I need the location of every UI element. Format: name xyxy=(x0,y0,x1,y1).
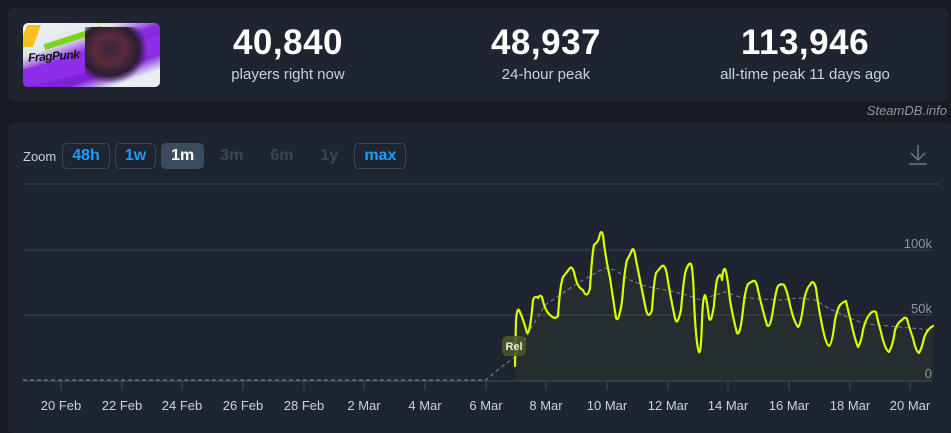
stat-value: 113,946 xyxy=(740,23,870,62)
x-tick-label: 6 Mar xyxy=(469,398,503,413)
release-marker[interactable]: Rel xyxy=(502,336,526,356)
x-tick-label: 4 Mar xyxy=(408,398,442,413)
thumb-characters xyxy=(85,27,147,83)
stats-panel xyxy=(8,8,948,101)
x-tick-label: 8 Mar xyxy=(529,398,563,413)
x-tick-label: 2 Mar xyxy=(347,398,381,413)
x-tick-label: 26 Feb xyxy=(223,398,263,413)
x-axis-ticks xyxy=(60,381,911,390)
zoom-6m-button: 6m xyxy=(270,147,294,164)
release-marker-label: Rel xyxy=(505,341,522,353)
download-icon[interactable] xyxy=(907,143,929,167)
x-tick-label: 18 Mar xyxy=(830,398,871,413)
stat-label: all-time peak 11 days ago xyxy=(720,66,890,83)
zoom-3m-button: 3m xyxy=(220,147,244,164)
stat-24h-peak: 48,937 24-hour peak xyxy=(466,24,626,84)
x-tick-label: 20 Mar xyxy=(890,398,931,413)
stat-label: 24-hour peak xyxy=(501,66,591,83)
zoom-48h-button[interactable]: 48h xyxy=(62,143,110,169)
x-axis-labels: 20 Feb 22 Feb 24 Feb 26 Feb 28 Feb 2 Mar… xyxy=(41,398,931,413)
player-area-fill xyxy=(515,233,933,381)
zoom-1w-button[interactable]: 1w xyxy=(114,143,157,169)
x-tick-label: 20 Feb xyxy=(41,398,81,413)
y-tick-100k: 100k xyxy=(904,236,933,251)
zoom-1y-button: 1y xyxy=(320,147,339,164)
x-tick-label: 24 Feb xyxy=(162,398,202,413)
x-tick-label: 10 Mar xyxy=(587,398,628,413)
stat-current-players: 40,840 players right now xyxy=(208,24,368,84)
x-tick-label: 22 Feb xyxy=(102,398,142,413)
y-tick-50k: 50k xyxy=(911,301,932,316)
player-count-line[interactable] xyxy=(513,231,935,368)
x-tick-label: 28 Feb xyxy=(284,398,324,413)
stat-label: players right now xyxy=(231,66,345,83)
steamdb-credit[interactable]: SteamDB.info xyxy=(866,103,947,118)
x-tick-label: 16 Mar xyxy=(769,398,810,413)
y-tick-0: 0 xyxy=(925,366,932,381)
zoom-1m-button[interactable]: 1m xyxy=(161,143,205,169)
x-tick-label: 12 Mar xyxy=(648,398,689,413)
x-tick-label: 14 Mar xyxy=(708,398,749,413)
stat-all-time-peak: 113,946 all-time peak 11 days ago xyxy=(700,24,910,84)
zoom-bar: Zoom 48h 1w 1m 3m 6m 1y max xyxy=(23,142,411,170)
zoom-max-button[interactable]: max xyxy=(354,143,407,169)
game-capsule-image[interactable]: FragPunk xyxy=(23,23,160,87)
stat-value: 48,937 xyxy=(490,23,602,62)
player-count-chart[interactable]: 100k 50k 0 20 Feb 22 Feb 24 Feb 26 Feb 2… xyxy=(0,0,951,421)
zoom-label: Zoom xyxy=(23,148,57,164)
stat-value: 40,840 xyxy=(232,23,344,62)
